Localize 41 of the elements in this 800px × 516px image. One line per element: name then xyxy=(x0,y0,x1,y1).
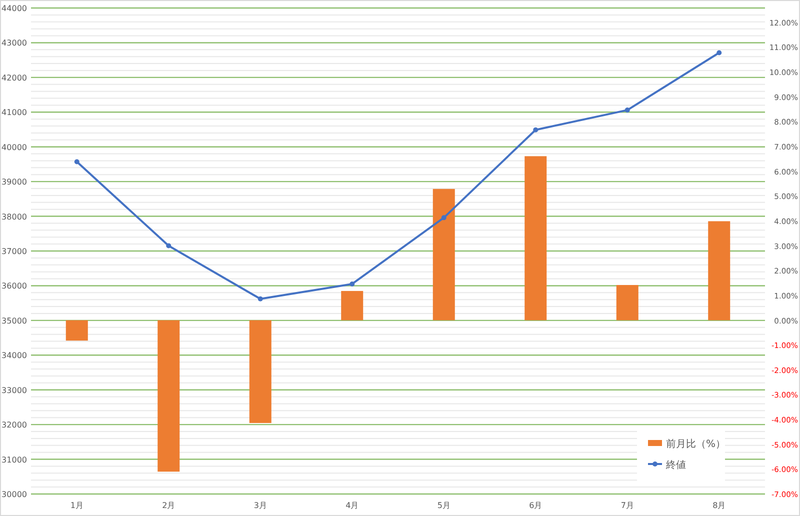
point xyxy=(166,243,172,248)
bar xyxy=(432,188,455,320)
legend-label: 終値 xyxy=(665,459,686,471)
bar xyxy=(249,320,272,424)
y-tick-label: 34000 xyxy=(2,351,27,360)
y-tick-label: 32000 xyxy=(2,420,27,430)
point xyxy=(350,281,355,286)
y-tick-label: 41000 xyxy=(2,108,27,118)
x-tick-label: 6月 xyxy=(529,501,542,510)
point xyxy=(624,108,630,113)
y-tick-label: 31000 xyxy=(2,455,27,464)
legend-label: 前月比（%） xyxy=(666,438,726,450)
x-tick-label: 3月 xyxy=(254,501,267,510)
bar xyxy=(66,320,88,341)
x-tick-label: 1月 xyxy=(70,501,84,510)
y-tick-label: 38000 xyxy=(2,212,27,222)
x-tick-label: 4月 xyxy=(346,501,359,510)
y-tick-label: 40000 xyxy=(2,142,27,152)
x-tick-label: 2月 xyxy=(162,501,176,510)
bar xyxy=(341,290,364,320)
x-tick-label: 8月 xyxy=(712,501,726,510)
y-tick-label: 30000 xyxy=(2,490,27,499)
bar xyxy=(616,285,638,320)
point xyxy=(441,215,446,220)
point xyxy=(258,296,263,302)
y-tick-label: 43000 xyxy=(2,38,27,48)
bar xyxy=(708,221,730,320)
y-tick-label: 42000 xyxy=(2,73,27,82)
y-tick-label: 39000 xyxy=(2,178,27,187)
x-tick-label: 5月 xyxy=(437,501,450,510)
y-tick-label: 36000 xyxy=(2,282,27,291)
y-tick-label: 37000 xyxy=(2,247,27,256)
x-tick-label: 7月 xyxy=(620,501,634,510)
point xyxy=(74,159,80,164)
bar xyxy=(158,320,180,472)
y-tick-label: 35000 xyxy=(2,316,27,326)
point xyxy=(716,50,722,56)
bar xyxy=(524,156,547,320)
y-tick-label: 44000 xyxy=(2,4,27,13)
point xyxy=(533,127,538,132)
y-tick-label: 33000 xyxy=(2,386,27,395)
